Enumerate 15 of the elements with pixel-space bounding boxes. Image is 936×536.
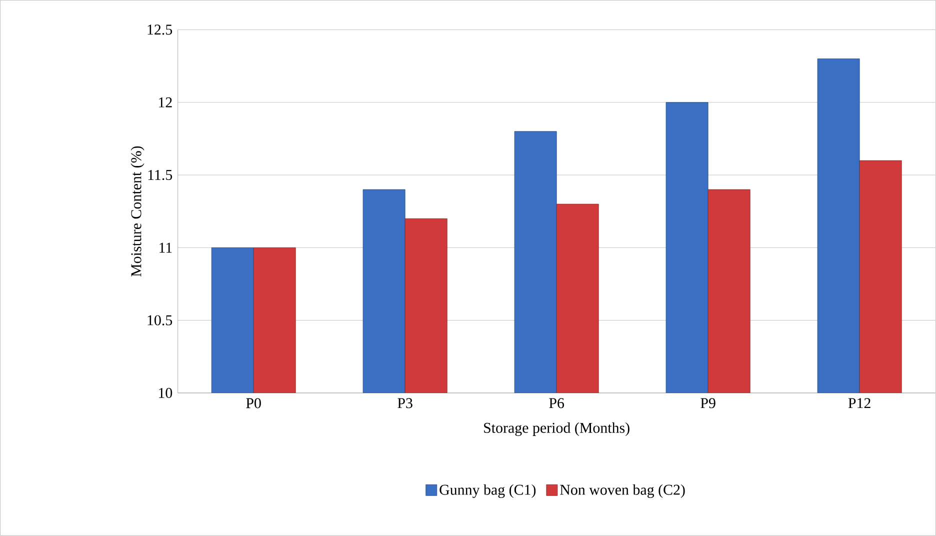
y-tick-label: 10.5 xyxy=(148,315,172,326)
legend-label: Non woven bag (C2) xyxy=(560,484,685,498)
y-tick-label: 12 xyxy=(158,98,172,108)
x-tick-label: P12 xyxy=(848,398,870,408)
x-tick-label: P6 xyxy=(549,398,564,408)
x-tick-label: P9 xyxy=(700,398,716,408)
y-axis-title: Moisture Content (%) xyxy=(130,146,144,277)
x-axis-title: Storage period (Months) xyxy=(484,422,630,436)
legend-label: Gunny bag (C1) xyxy=(440,484,536,498)
y-tick-label: 10 xyxy=(158,388,172,398)
x-tick-label: P0 xyxy=(246,398,261,408)
y-tick-label: 12.5 xyxy=(148,24,172,35)
y-tick-label: 11.5 xyxy=(148,170,172,180)
y-tick-label: 11 xyxy=(160,242,172,253)
x-tick-label: P3 xyxy=(398,398,412,408)
